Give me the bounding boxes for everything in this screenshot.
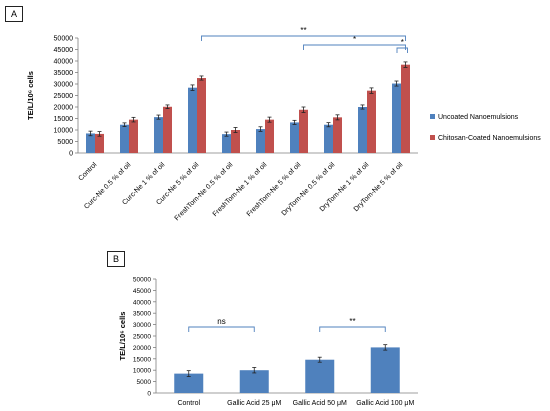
chart-a-y-axis-label: TE/L/10⁶ cells: [26, 71, 35, 120]
panel-a-label: A: [5, 6, 23, 22]
chart-b-ytick-label: 25000: [133, 334, 151, 341]
chart-a-significance-bracket: [303, 44, 406, 50]
chart-b-category-label: Gallic Acid 100 μM: [356, 400, 414, 407]
chart-a-ytick-label: 50000: [54, 36, 74, 43]
chart-a-ytick-label: 30000: [54, 82, 74, 89]
chart-a-bar: [401, 64, 410, 153]
chart-a-bar: [129, 119, 138, 153]
chart-a-ytick-label: 25000: [54, 93, 74, 100]
chart-a-bar: [231, 130, 240, 153]
chart-b-ytick-label: 30000: [133, 322, 151, 329]
chart-a-significance-label: **: [300, 26, 306, 35]
chart-b-ytick-label: 5000: [137, 379, 152, 386]
chart-a-ytick-label: 15000: [54, 116, 74, 123]
chart-a-ytick-label: 20000: [54, 105, 74, 112]
chart-b-bar: [305, 359, 335, 393]
chart-a-bar: [358, 107, 367, 153]
chart-b-ytick-label: 50000: [133, 277, 151, 284]
chart-b-category-label: Gallic Acid 50 μM: [293, 400, 347, 407]
chart-a-significance-label: *: [401, 38, 404, 47]
chart-b-category-label: Control: [177, 400, 200, 407]
chart-a-bar: [333, 117, 342, 153]
chart-b-ytick-label: 20000: [133, 345, 151, 352]
chart-a-ytick-label: 40000: [54, 59, 74, 66]
chart-b-bar: [370, 347, 400, 393]
chart-a-bar: [95, 133, 104, 153]
chart-a-bar: [290, 122, 299, 153]
chart-b-y-axis-label: TE/L/10⁶ cells: [118, 312, 127, 361]
chart-b-ytick-label: 0: [147, 391, 151, 398]
chart-a-ytick-label: 5000: [57, 139, 73, 146]
chart-a-significance-bracket: [396, 47, 408, 53]
chart-a-ytick-label: 0: [69, 151, 73, 158]
chart-a-significance-label: *: [353, 35, 356, 44]
chart-b-ytick-label: 40000: [133, 299, 151, 306]
legend-label: Uncoated Nanoemulsions: [438, 114, 519, 121]
chart-a-ytick-label: 10000: [54, 128, 74, 135]
chart-b-category-label: Gallic Acid 25 μM: [227, 400, 281, 407]
chart-b-significance-label: ns: [217, 317, 225, 326]
legend-swatch: [430, 135, 435, 140]
chart-b-ytick-label: 15000: [133, 356, 151, 363]
chart-b-significance-bracket: [319, 326, 386, 332]
chart-a-bar: [324, 124, 333, 153]
legend-swatch: [430, 114, 435, 119]
chart-a-ytick-label: 45000: [54, 47, 74, 54]
panel-b-label: B: [107, 251, 125, 267]
chart-b-significance-label: **: [349, 317, 355, 326]
chart-a-ytick-label: 35000: [54, 70, 74, 77]
chart-b-bar: [174, 373, 204, 393]
chart-a-bar: [163, 106, 172, 153]
chart-a-bar: [197, 78, 206, 153]
chart-b-bar: [239, 370, 269, 393]
chart-b-ytick-label: 45000: [133, 288, 151, 295]
chart-b-significance-bracket: [188, 326, 255, 332]
chart-a-bar: [256, 129, 265, 153]
chart-b-ytick-label: 10000: [133, 368, 151, 375]
chart-a-significance-bracket: [201, 35, 406, 41]
chart-a-bar: [299, 109, 308, 153]
chart-a-bar: [86, 133, 95, 153]
chart-a-bar: [392, 83, 401, 153]
chart-a-bar: [367, 90, 376, 153]
chart-a-bar: [154, 117, 163, 153]
chart-a-bar: [120, 124, 129, 153]
chart-b-ytick-label: 35000: [133, 311, 151, 318]
legend-label: Chitosan-Coated Nanoemulsions: [438, 135, 541, 142]
chart-a-bar: [222, 134, 231, 153]
chart-a-bar: [188, 87, 197, 153]
chart-a-bar: [265, 119, 274, 153]
